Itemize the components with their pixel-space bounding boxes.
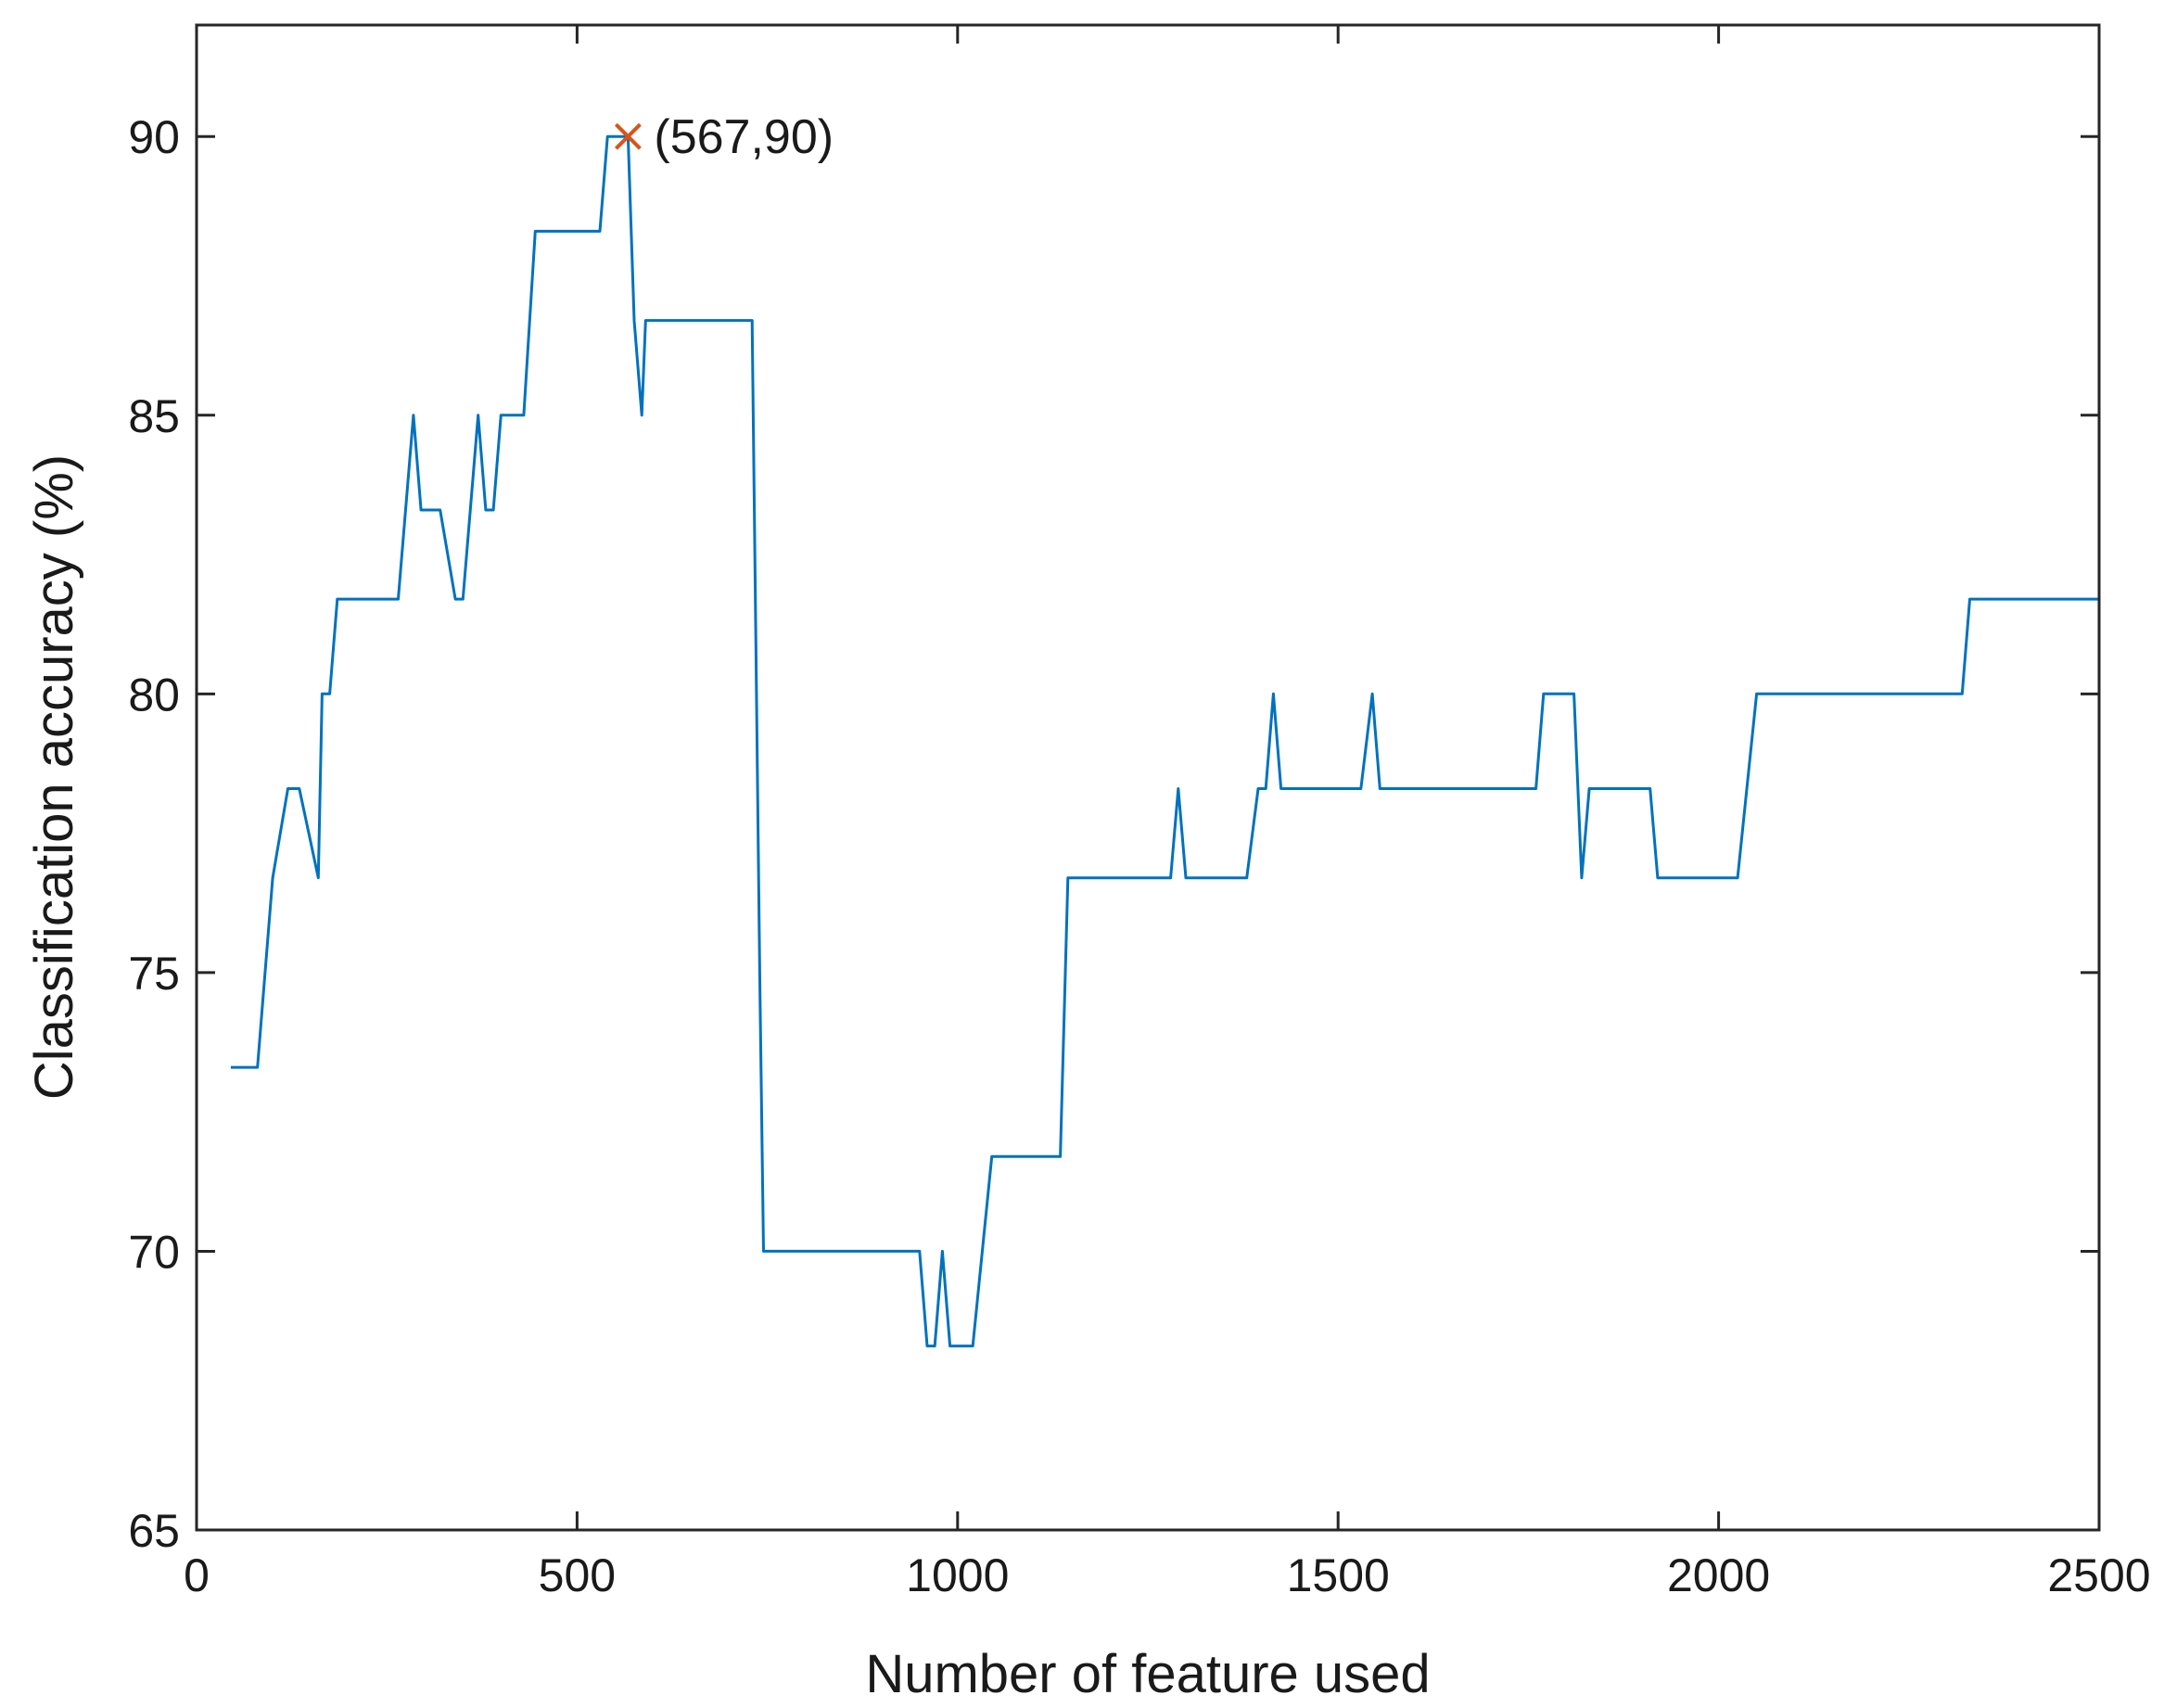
y-tick-label: 65 — [128, 1505, 180, 1557]
peak-marker — [614, 122, 642, 150]
x-tick-label: 1500 — [1287, 1549, 1390, 1601]
x-tick-label: 0 — [184, 1549, 210, 1601]
x-tick-label: 1000 — [906, 1549, 1009, 1601]
x-axis-label: Number of feature used — [865, 1644, 1430, 1704]
y-tick-label: 80 — [128, 669, 180, 720]
y-axis-label: Classification accuracy (%) — [24, 454, 84, 1100]
x-tick-label: 2000 — [1667, 1549, 1770, 1601]
y-tick-label: 75 — [128, 948, 180, 1000]
y-axis-ticks: 65 70 75 80 85 90 — [128, 111, 2099, 1557]
series-line-0 — [230, 134, 2099, 1348]
peak-annotation: (567,90) — [654, 110, 834, 164]
x-tick-label: 500 — [539, 1549, 616, 1601]
x-tick-label: 2500 — [2047, 1549, 2150, 1601]
x-axis-ticks: 0 500 1000 1500 2000 2500 — [184, 25, 2151, 1601]
y-tick-label: 70 — [128, 1226, 180, 1278]
y-tick-label: 90 — [128, 111, 180, 163]
marker-layer: (567,90) — [614, 110, 834, 164]
y-tick-label: 85 — [128, 390, 180, 442]
axes-box — [195, 23, 2101, 1532]
series-layer — [230, 134, 2099, 1348]
plot-area — [197, 25, 2099, 1530]
